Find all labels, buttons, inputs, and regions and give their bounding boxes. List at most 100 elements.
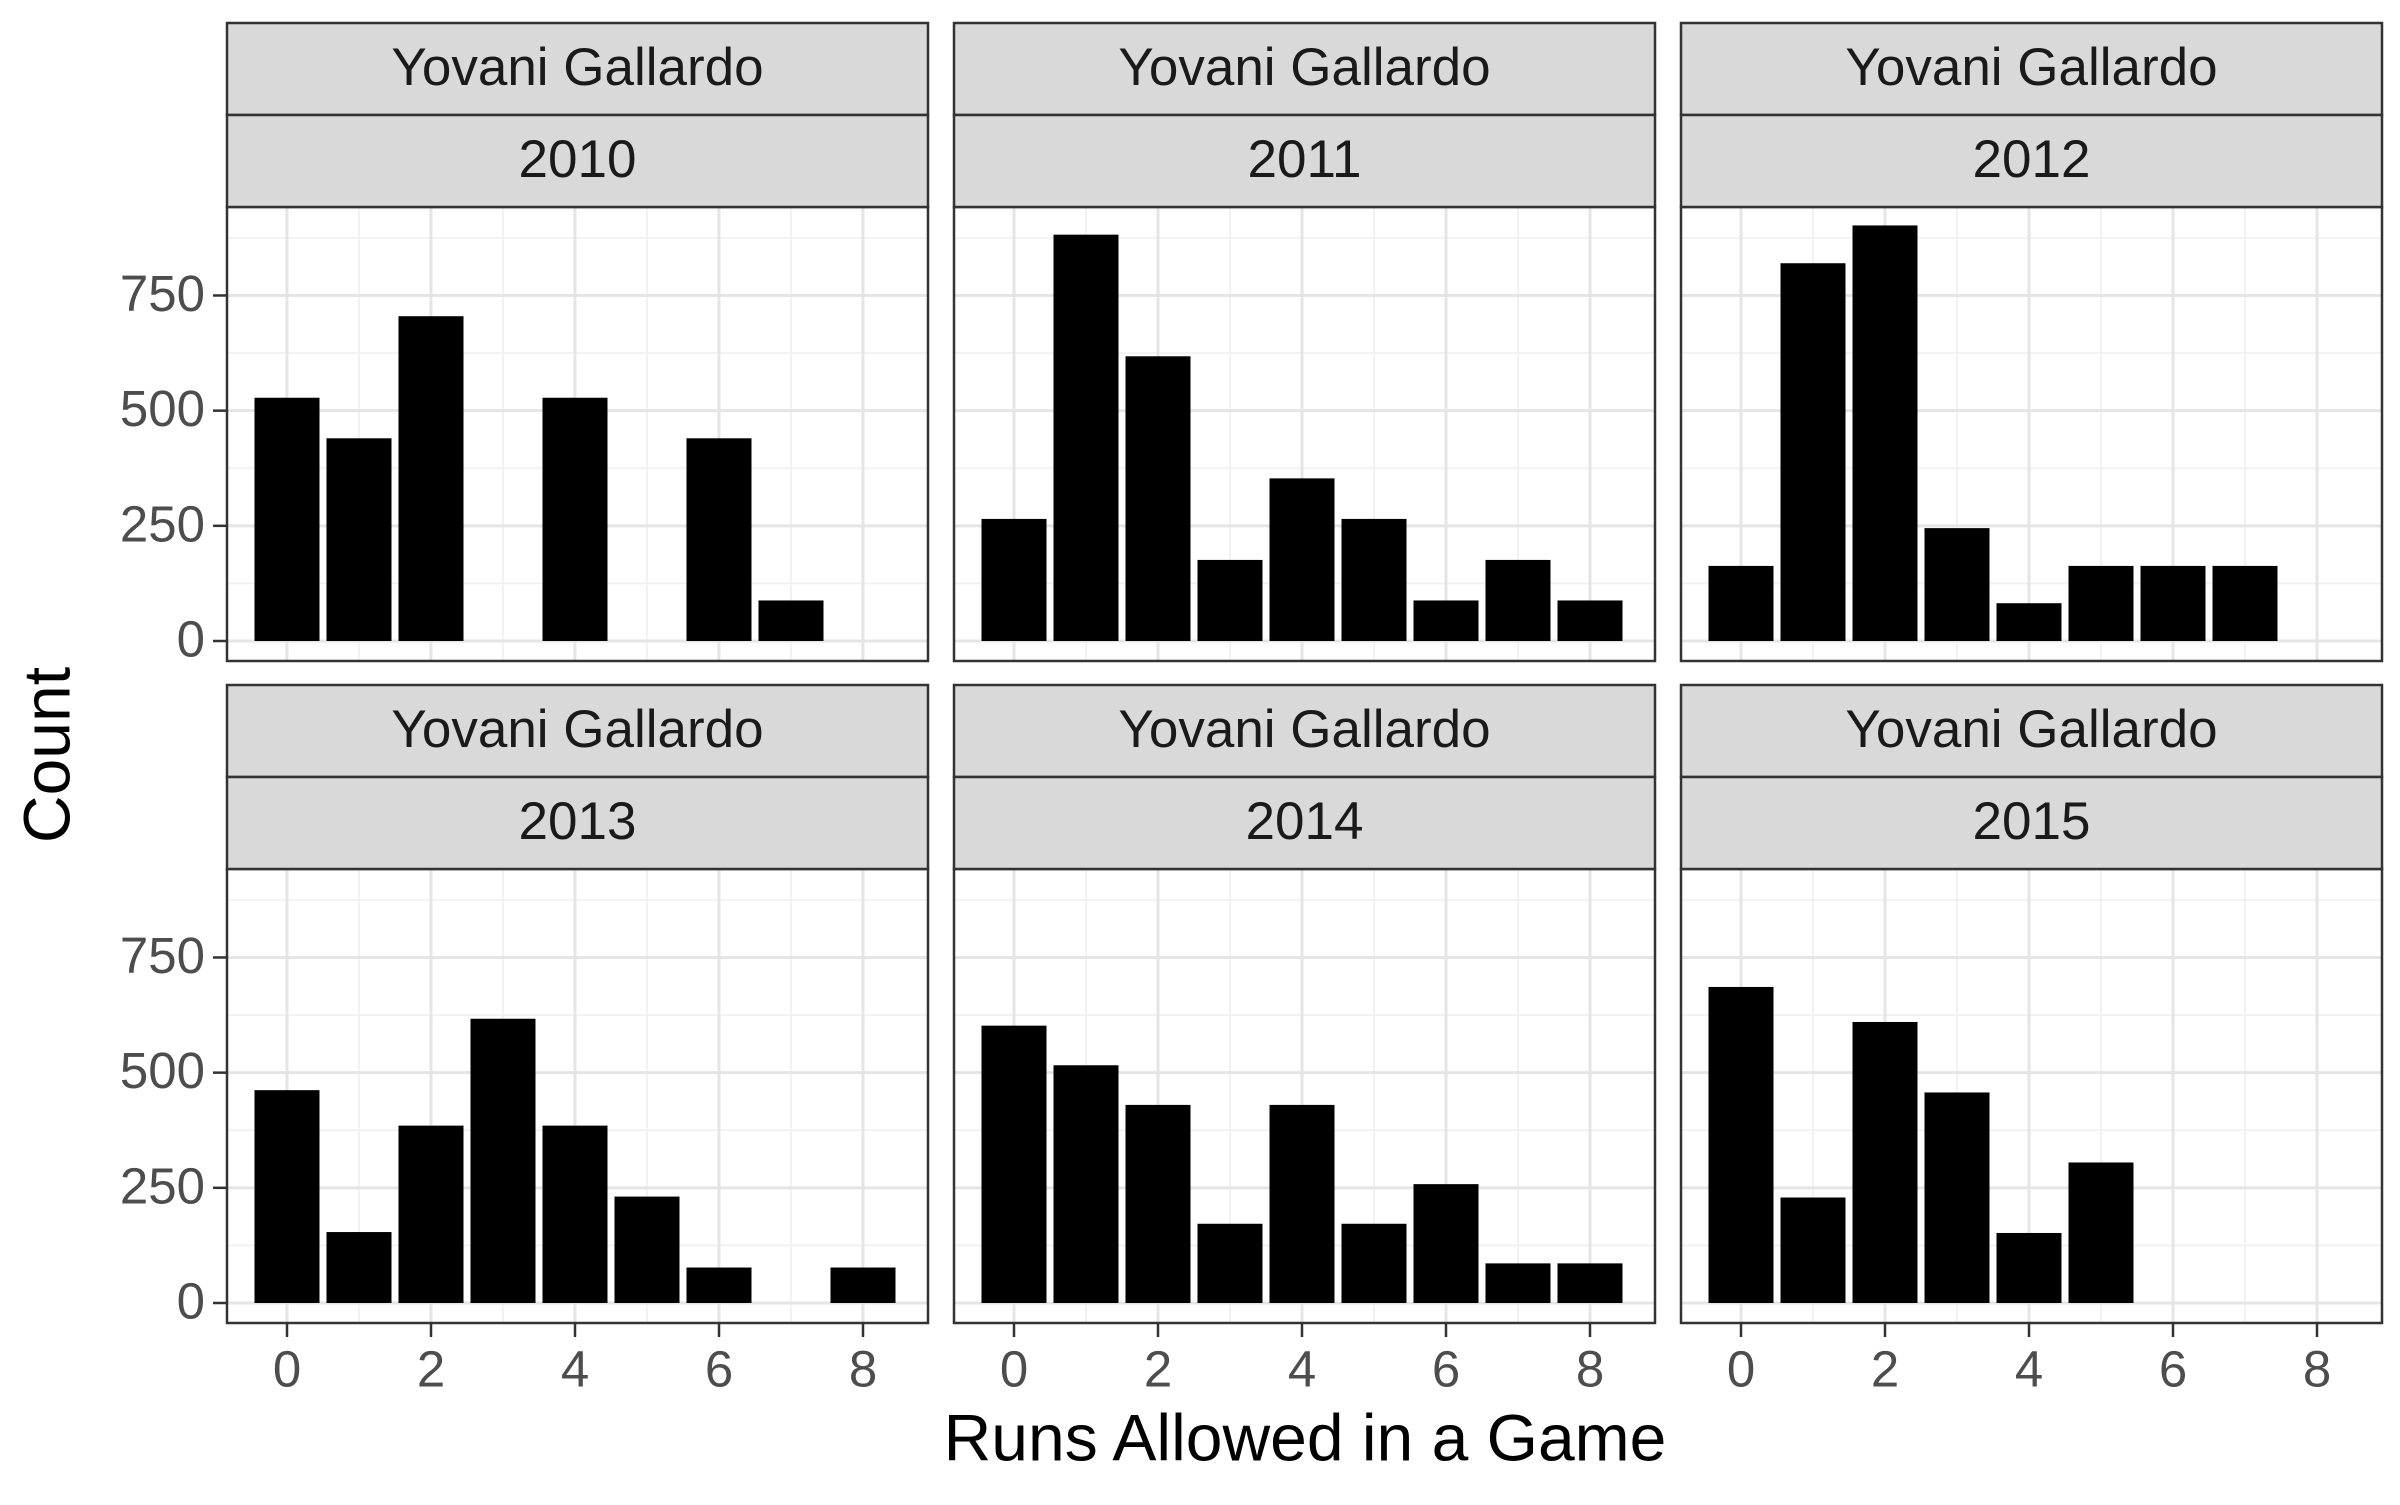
bar-2013-8 [830, 1267, 896, 1303]
bar-2015-5 [2068, 1162, 2134, 1303]
x-tick-label: 0 [273, 1340, 301, 1397]
bar-2012-3 [1924, 528, 1990, 641]
x-tick-label: 4 [1288, 1340, 1316, 1397]
bar-2014-0 [981, 1025, 1047, 1303]
bar-2010-2 [398, 316, 464, 641]
strip-player-label: Yovani Gallardo [1845, 700, 2217, 759]
x-tick-label: 2 [1144, 1340, 1172, 1397]
x-tick-label: 4 [561, 1340, 589, 1397]
bar-2013-3 [470, 1018, 536, 1303]
bar-2014-7 [1485, 1263, 1551, 1303]
bar-2011-0 [981, 518, 1047, 641]
x-tick-label: 6 [1432, 1340, 1460, 1397]
strip-year-label: 2010 [519, 130, 637, 189]
bar-2013-4 [542, 1125, 608, 1303]
bar-2010-7 [758, 600, 824, 641]
bar-2012-4 [1996, 603, 2062, 641]
bar-2011-6 [1413, 600, 1479, 641]
strip-year [1679, 113, 2384, 209]
facet-panel-2015: Yovani Gallardo 2015 0 2 4 6 8 [1679, 683, 2384, 1397]
bar-2015-2 [1852, 1021, 1918, 1303]
y-tick-label: 0 [177, 610, 205, 667]
facet-panel-2013: Yovani Gallardo 2013 0 250 500 750 0 2 4 6 8 [120, 683, 930, 1397]
strip-year [225, 113, 930, 209]
strip-year-label: 2012 [1973, 130, 2091, 189]
bar-2011-1 [1053, 234, 1119, 641]
strip-year-label: 2015 [1973, 792, 2091, 851]
bar-2015-0 [1708, 986, 1774, 1303]
x-tick-label: 2 [1871, 1340, 1899, 1397]
bar-2015-3 [1924, 1092, 1990, 1303]
strip-player-label: Yovani Gallardo [1118, 700, 1490, 759]
bar-2012-6 [2140, 565, 2206, 641]
y-tick-label: 500 [120, 380, 205, 437]
strip-year [1679, 775, 2384, 871]
facet-panel-2011: Yovani Gallardo 2011 [952, 21, 1657, 663]
strip-player [952, 21, 1657, 117]
strip-year-label: 2011 [1248, 130, 1362, 189]
strip-player-label: Yovani Gallardo [1845, 38, 2217, 97]
x-tick-label: 6 [705, 1340, 733, 1397]
strip-year-label: 2013 [519, 792, 637, 851]
bar-2010-6 [686, 438, 752, 641]
bar-2012-1 [1780, 263, 1846, 641]
bar-2011-3 [1197, 559, 1263, 641]
y-tick-label: 750 [120, 927, 205, 984]
bar-2013-1 [326, 1232, 392, 1303]
bar-2014-6 [1413, 1184, 1479, 1303]
bar-2014-2 [1125, 1104, 1191, 1303]
x-tick-label: 8 [849, 1340, 877, 1397]
bar-2011-4 [1269, 478, 1335, 641]
bar-2013-5 [614, 1196, 680, 1303]
bar-2015-1 [1780, 1197, 1846, 1303]
strip-year [225, 775, 930, 871]
bar-2014-5 [1341, 1223, 1407, 1303]
strip-year [952, 113, 1657, 209]
strip-player-label: Yovani Gallardo [391, 700, 763, 759]
bar-2010-4 [542, 397, 608, 641]
y-tick-label: 750 [120, 265, 205, 322]
bar-2014-8 [1557, 1263, 1623, 1303]
x-axis-title: Runs Allowed in a Game [944, 1400, 1667, 1474]
y-tick-label: 250 [120, 1157, 205, 1214]
bar-2011-5 [1341, 518, 1407, 641]
facet-panel-2010: Yovani Gallardo 2010 0 250 500 750 [120, 21, 930, 667]
bar-2012-7 [2212, 565, 2278, 641]
bar-2013-6 [686, 1267, 752, 1303]
x-tick-label: 2 [417, 1340, 445, 1397]
strip-year-label: 2014 [1246, 792, 1364, 851]
x-tick-label: 8 [2303, 1340, 2331, 1397]
bar-2012-0 [1708, 565, 1774, 641]
bar-2013-0 [254, 1090, 320, 1303]
y-tick-label: 500 [120, 1042, 205, 1099]
bar-2013-2 [398, 1125, 464, 1303]
bar-2011-7 [1485, 559, 1551, 641]
x-tick-label: 4 [2015, 1340, 2043, 1397]
bar-2010-1 [326, 438, 392, 641]
bar-2015-4 [1996, 1232, 2062, 1303]
bar-2012-2 [1852, 225, 1918, 641]
facet-panel-2012: Yovani Gallardo 2012 [1679, 21, 2384, 663]
x-tick-label: 6 [2159, 1340, 2187, 1397]
y-axis-title: Count [9, 667, 83, 843]
x-tick-label: 0 [1727, 1340, 1755, 1397]
bar-2014-1 [1053, 1065, 1119, 1303]
y-tick-label: 250 [120, 495, 205, 552]
bar-2011-8 [1557, 600, 1623, 641]
x-tick-label: 0 [1000, 1340, 1028, 1397]
bar-2012-5 [2068, 565, 2134, 641]
bar-2014-4 [1269, 1104, 1335, 1303]
x-tick-label: 8 [1576, 1340, 1604, 1397]
strip-player-label: Yovani Gallardo [391, 38, 763, 97]
y-tick-label: 0 [177, 1272, 205, 1329]
strip-player-label: Yovani Gallardo [1118, 38, 1490, 97]
facet-panel-2014: Yovani Gallardo 2014 0 2 4 6 8 [952, 683, 1657, 1397]
strip-year [952, 775, 1657, 871]
bar-2011-2 [1125, 356, 1191, 641]
strip-player [1679, 683, 2384, 779]
bar-2010-0 [254, 397, 320, 641]
strip-player [1679, 21, 2384, 117]
strip-player [225, 21, 930, 117]
